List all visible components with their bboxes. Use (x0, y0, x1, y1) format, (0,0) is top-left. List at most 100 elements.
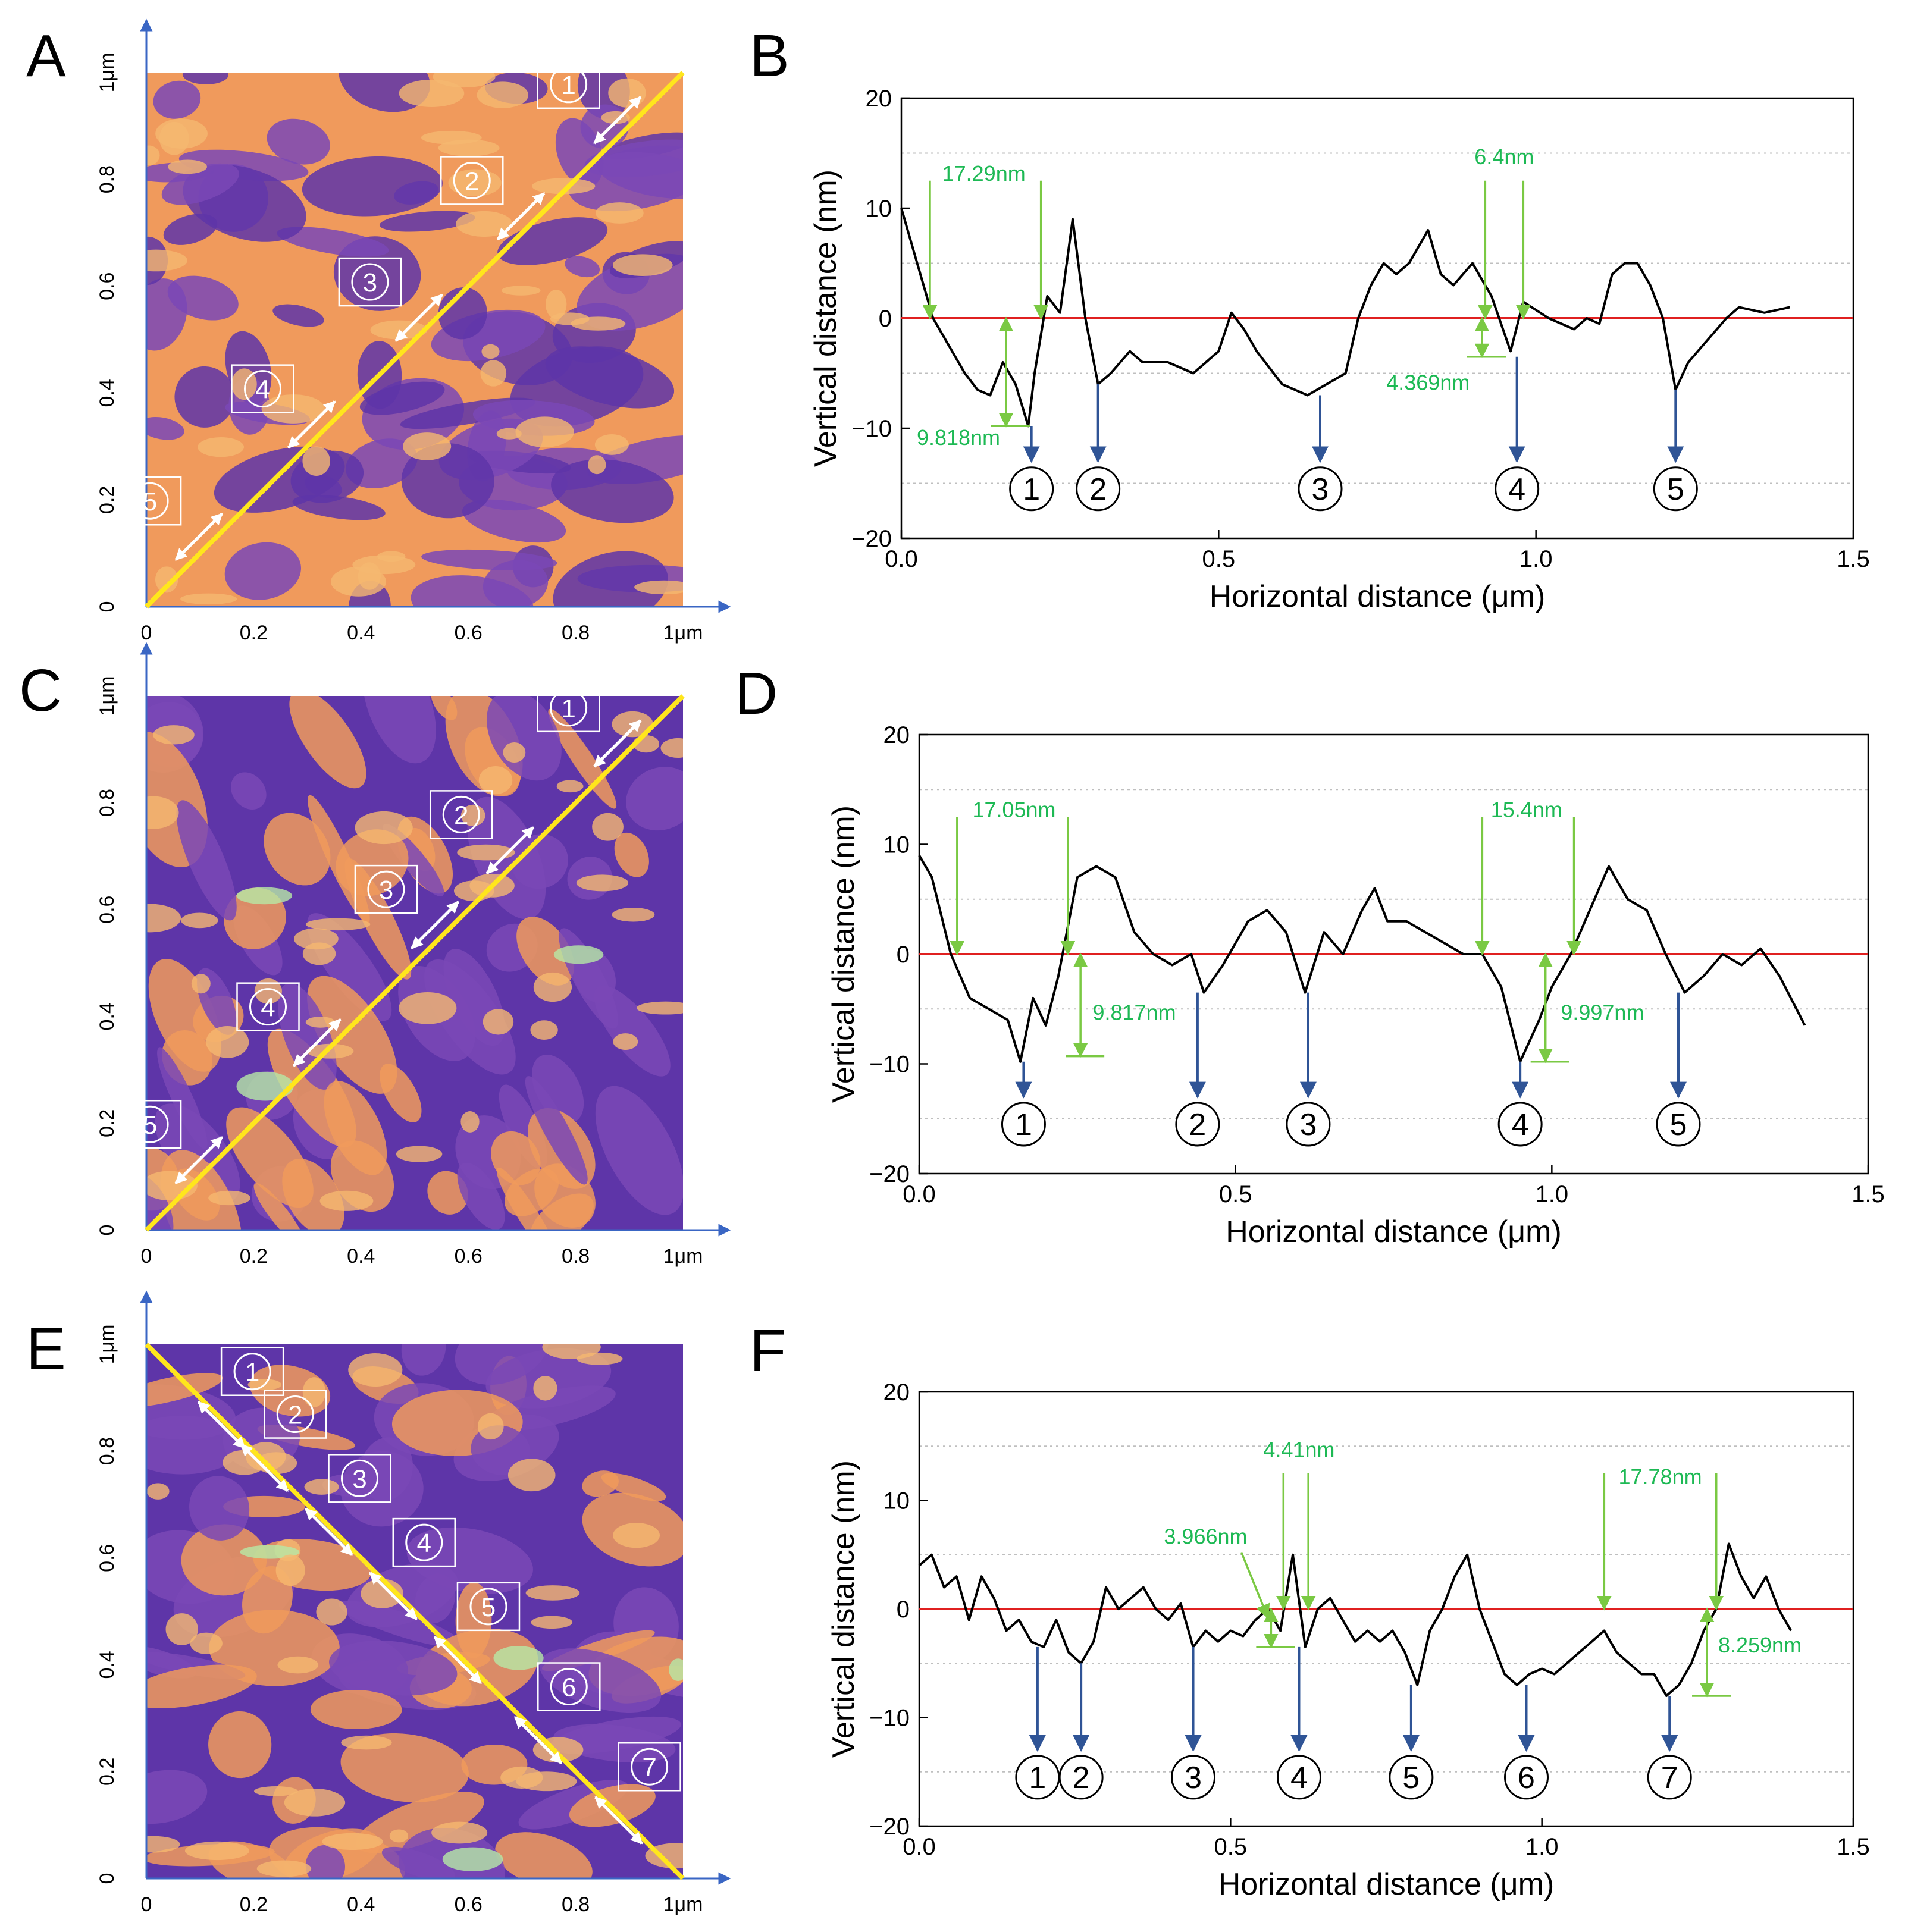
afm-highlight (236, 887, 293, 905)
x-tick-label: 0.2 (240, 1893, 268, 1916)
profile-series-line (918, 854, 1806, 1063)
double-arrow (496, 192, 546, 241)
y-tick-label: 0.6 (96, 272, 118, 300)
afm-domain (292, 495, 386, 520)
afm-highlight (532, 178, 596, 195)
profile-series-line (918, 1542, 1793, 1697)
afm-domain (289, 696, 366, 789)
marker-circle (233, 1353, 271, 1391)
afm-domain (462, 499, 566, 543)
marker-number: 4 (261, 993, 275, 1023)
afm-highlight (477, 81, 529, 108)
double-arrow (513, 1715, 563, 1765)
marker-number: 6 (1518, 1761, 1535, 1795)
afm-domain (601, 1473, 666, 1501)
afm-domain (401, 443, 494, 519)
afm-highlight (302, 1377, 326, 1407)
x-tick-label: 1.0 (1536, 1181, 1569, 1208)
y-tick-label: 10 (883, 832, 910, 858)
profile-chart-b: 0.0 0.5 1.0 1.5 −20 −10 0 10 20 Horizontal distan… (809, 86, 1870, 614)
afm-domain (182, 73, 228, 84)
afm-highlight (236, 1071, 294, 1101)
afm-domain (406, 1527, 533, 1594)
y-tick-label: 20 (883, 722, 910, 748)
afm-domain (282, 1158, 344, 1230)
afm-image-e: 0 0.2 0.4 0.6 0.8 1μm 0 0.2 0.4 0.6 0.8 1μm 12 3 4 5 6 7 (96, 1290, 731, 1916)
y-tick-label: −10 (851, 416, 892, 442)
afm-highlight (322, 1833, 383, 1851)
marker-number: 7 (642, 1753, 656, 1782)
marker-number: 5 (1667, 472, 1684, 507)
marker-number: 2 (465, 167, 479, 196)
panel-label-d: D (735, 660, 778, 727)
y-tick-label: 0.8 (96, 789, 118, 817)
afm-highlight (146, 145, 160, 166)
marker-number: 6 (562, 1673, 576, 1702)
afm-domain (302, 156, 443, 217)
x-tick-label: 0.8 (562, 622, 590, 644)
annotation-label: 9.997nm (1561, 1000, 1644, 1025)
afm-domain (346, 438, 418, 489)
afm-highlight (277, 1656, 319, 1674)
marker-number: 4 (255, 375, 270, 404)
marker-box (392, 1517, 456, 1567)
afm-domain (324, 1081, 387, 1175)
annotation-label: 17.05nm (972, 797, 1055, 821)
afm-domain (594, 986, 671, 1077)
afm-domain (553, 1724, 676, 1762)
marker-circle (1504, 1755, 1549, 1800)
marker-circle (243, 370, 281, 408)
afm-domain (401, 1344, 446, 1376)
profile-chart-f: 0.0 0.5 1.0 1.5 −20 −10 0 10 20 Horizontal distan… (826, 1379, 1870, 1902)
afm-highlight (613, 1523, 660, 1548)
afm-domain (336, 829, 409, 896)
double-arrow (394, 293, 443, 342)
marker-circle (469, 1588, 507, 1626)
marker-box (537, 1662, 601, 1711)
afm-image-c: 0 0.2 0.4 0.6 0.8 1μm 0 0.2 0.4 0.6 0.8 1μm 1 2 3 4 5 (96, 642, 731, 1268)
double-arrow (197, 1401, 246, 1450)
x-tick-label: 0.6 (455, 622, 483, 644)
image-marker: 1 (537, 683, 642, 768)
afm-highlight (275, 1554, 305, 1586)
marker-number: 4 (1512, 1108, 1529, 1142)
marker-box (618, 1742, 681, 1792)
profile-chart-d: 0.0 0.5 1.0 1.5 −20 −10 0 10 20 Horizontal distan… (826, 722, 1885, 1249)
marker-circle (442, 795, 480, 833)
afm-domain (495, 1832, 593, 1878)
double-arrow (594, 1796, 643, 1845)
annotation-label: 15.4nm (1491, 797, 1562, 821)
image-marker: 5 (118, 1099, 224, 1184)
image-marker: 3 (338, 257, 443, 342)
double-arrow (369, 1572, 418, 1620)
afm-highlight (254, 978, 282, 1004)
marker-box (354, 864, 418, 914)
x-tick-label: 0.6 (455, 1893, 483, 1916)
marker-box (429, 790, 493, 839)
double-arrow (411, 901, 459, 949)
y-tick-label: −20 (869, 1814, 910, 1840)
afm-domain (496, 1167, 561, 1230)
afm-domain (167, 275, 239, 321)
x-axis-label: Horizontal distance (μm) (1210, 579, 1546, 614)
afm-highlight (478, 766, 513, 795)
afm-domain (181, 1524, 267, 1596)
y-tick-label: 10 (866, 196, 892, 222)
marker-box (537, 683, 600, 733)
y-tick-label: 0.4 (96, 1002, 118, 1030)
marker-circle (405, 1523, 443, 1561)
x-tick-label: 1.5 (1837, 1834, 1870, 1860)
afm-highlight (302, 446, 330, 476)
afm-highlight (396, 1146, 443, 1162)
afm-domain (411, 575, 534, 607)
afm-highlight (612, 908, 655, 922)
pointer-arrow (1240, 1551, 1270, 1619)
double-arrow (287, 400, 336, 449)
afm-highlight (533, 972, 572, 1002)
afm-highlight (316, 1598, 347, 1626)
afm-highlight (240, 1545, 300, 1559)
afm-domain (359, 381, 445, 415)
marker-number: 2 (454, 801, 468, 830)
marker-circle (550, 65, 588, 104)
marker-number: 1 (1023, 472, 1040, 507)
